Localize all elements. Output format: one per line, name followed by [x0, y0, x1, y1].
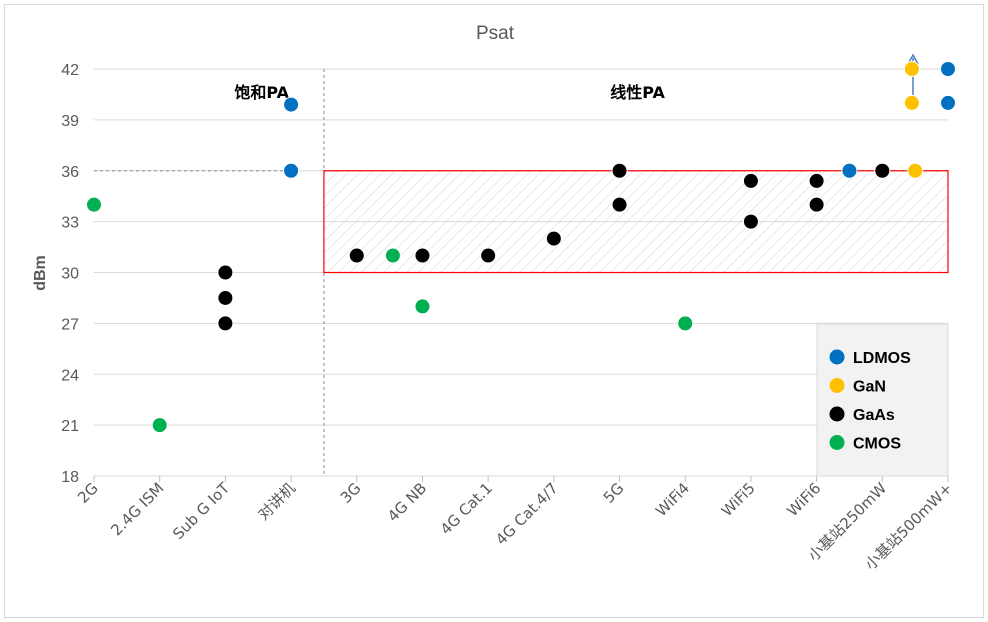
point-ldmos: [841, 162, 858, 179]
point-gaas: [348, 247, 365, 264]
x-tick-label: WiFi5: [718, 479, 759, 520]
up-arrow-head-icon: [907, 53, 919, 65]
x-tick-label: 5G: [600, 479, 628, 507]
y-tick-labels: 18 21 24 27 30 33 36 39 42: [61, 62, 79, 486]
legend-marker-cmos: [829, 435, 845, 450]
point-gan: [903, 61, 920, 77]
point-gaas: [545, 230, 562, 247]
x-tick-label: 2.4G ISM: [107, 479, 167, 539]
x-tick-label: WiFi6: [783, 479, 824, 520]
y-tick-label: 33: [61, 215, 79, 232]
point-gaas: [217, 315, 234, 332]
point-ldmos: [940, 94, 956, 111]
point-gaas: [480, 247, 497, 264]
x-tick-label: 4G NB: [384, 479, 430, 525]
x-tick-label: WiFi4: [652, 479, 693, 520]
legend-label-ldmos: LDMOS: [853, 350, 911, 367]
point-gan: [907, 162, 924, 179]
data-points: [86, 61, 956, 434]
point-cmos: [677, 315, 694, 332]
legend-marker-gaas: [829, 406, 845, 422]
point-gaas: [742, 172, 759, 189]
legend-box: [816, 323, 949, 477]
legend-label-gaas: GaAs: [853, 407, 895, 424]
y-tick-label: 39: [61, 113, 79, 130]
x-tick-label: 对讲机: [254, 479, 299, 524]
point-ldmos: [940, 61, 956, 77]
region-label-saturated-pa: 饱和PA: [234, 83, 289, 102]
legend-marker-ldmos: [829, 349, 845, 365]
y-tick-label: 36: [61, 164, 79, 181]
y-tick-label: 27: [61, 316, 79, 333]
legend-marker-gan: [829, 378, 845, 393]
x-tick-labels: 2G 2.4G ISM Sub G IoT 对讲机 3G 4G NB 4G Cat.14G …: [74, 479, 956, 574]
x-tick-label: 4G Cat.1: [437, 479, 496, 538]
y-tick-label: 21: [61, 418, 79, 435]
point-cmos: [86, 196, 102, 213]
y-tick-label: 24: [61, 367, 79, 384]
x-tick-label: 3G: [337, 479, 365, 507]
y-tick-label: 42: [61, 62, 79, 79]
point-cmos: [384, 247, 401, 264]
chart-frame: [4, 4, 984, 618]
point-gaas: [217, 289, 234, 306]
point-gaas: [217, 264, 234, 281]
point-gaas: [611, 196, 628, 213]
point-cmos: [151, 417, 168, 434]
x-tick-label: 4G Cat.4/7: [492, 479, 562, 549]
chart-title: Psat: [476, 23, 515, 44]
point-gaas: [414, 247, 431, 264]
region-label-linear-pa: 线性PA: [610, 83, 665, 102]
point-cmos: [414, 298, 431, 315]
x-tick-label: Sub G IoT: [169, 479, 234, 544]
point-gaas: [808, 196, 825, 213]
legend-label-cmos: CMOS: [853, 436, 901, 453]
point-gaas: [874, 162, 891, 179]
legend: LDMOS GaN GaAs CMOS: [816, 323, 949, 477]
y-axis-label: dBm: [32, 255, 49, 291]
point-gaas: [742, 213, 759, 230]
point-ldmos: [283, 162, 300, 179]
point-ldmos: [283, 96, 300, 113]
y-tick-label: 18: [61, 469, 79, 486]
y-tick-label: 30: [61, 266, 79, 283]
point-gaas: [808, 172, 825, 189]
legend-label-gan: GaN: [853, 379, 886, 396]
point-gan: [903, 94, 920, 111]
point-gaas: [611, 162, 628, 179]
